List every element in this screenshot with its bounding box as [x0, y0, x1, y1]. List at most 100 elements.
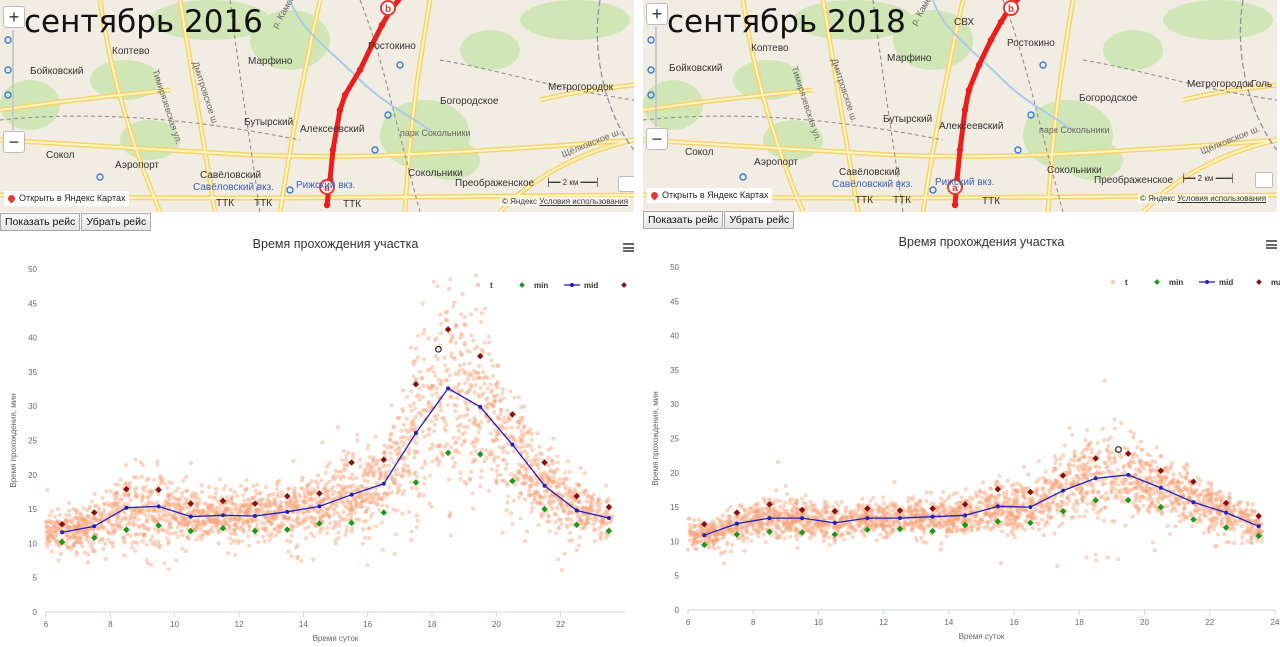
scatter-point [1070, 491, 1075, 496]
scatter-point [1133, 498, 1139, 504]
scatter-point [238, 483, 243, 488]
zoom-slider-track[interactable] [12, 30, 14, 130]
scatter-point [463, 370, 468, 375]
show-route-button[interactable]: Показать рейс [643, 211, 724, 229]
scatter-point [604, 535, 609, 540]
scatter-point [54, 519, 60, 525]
scatter-point [123, 515, 129, 520]
scatter-point [466, 388, 472, 393]
scatter-point [255, 522, 260, 527]
scatter-point [1245, 529, 1250, 534]
scatter-point [571, 490, 576, 495]
hamburger-menu-icon[interactable] [623, 243, 634, 252]
scatter-point [356, 487, 361, 493]
scatter-point [45, 487, 50, 492]
terms-of-use-link[interactable]: Условия использования [1177, 194, 1267, 203]
scatter-point [594, 515, 599, 520]
scatter-point [393, 448, 398, 453]
scatter-point [1162, 494, 1167, 499]
scatter-point [334, 495, 339, 500]
scatter-point [469, 469, 474, 474]
scatter-point [365, 496, 370, 502]
map-place-label: Преображенское [455, 178, 535, 189]
chart-legend[interactable]: tminmidmax [475, 281, 636, 290]
map-scale-label: 2 км [1197, 174, 1214, 183]
scatter-point [140, 507, 145, 512]
scatter-point [93, 504, 98, 509]
scatter-point [308, 496, 313, 502]
mid-point [92, 524, 97, 529]
scatter-point [859, 512, 864, 517]
legend-label-min[interactable]: min [534, 281, 548, 290]
ruler-icon[interactable] [1255, 172, 1273, 188]
scatter-point [226, 551, 231, 556]
scatter-point [226, 506, 231, 511]
scatter-point [516, 419, 521, 424]
legend-label-t[interactable]: t [490, 281, 493, 290]
scatter-point [391, 440, 396, 445]
scatter-point [155, 462, 160, 467]
scatter-point [152, 508, 157, 513]
scatter-point [521, 481, 527, 486]
zoom-out-button[interactable]: − [646, 128, 668, 150]
scatter-point [521, 434, 526, 439]
legend-label-mid[interactable]: mid [584, 281, 598, 290]
scatter-point [57, 528, 62, 533]
scatter-point [165, 512, 170, 517]
scatter-point [330, 485, 336, 490]
scatter-point [951, 524, 956, 529]
zoom-out-button[interactable]: − [3, 131, 25, 153]
scatter-point [277, 504, 282, 509]
zoom-in-button[interactable]: + [646, 3, 668, 25]
scatter-point [947, 528, 952, 533]
scatter-point [313, 496, 318, 501]
open-in-yandex-maps-link[interactable]: Открыть в Яндекс Картах [4, 191, 130, 206]
scatter-point [194, 494, 199, 499]
scatter-point [520, 464, 525, 469]
scatter-point [584, 518, 589, 523]
scatter-point [48, 526, 53, 532]
scatter-point [694, 533, 699, 538]
scatter-point [1079, 484, 1084, 489]
scatter-point [79, 517, 84, 522]
y-tick-label: 30 [670, 400, 679, 409]
terms-of-use-link[interactable]: Условия использования [539, 197, 629, 206]
scatter-point [335, 425, 340, 430]
hide-route-button[interactable]: Убрать рейс [81, 213, 152, 231]
scatter-point [1005, 511, 1011, 516]
scatter-point [1209, 483, 1214, 488]
scatter-point [501, 419, 506, 424]
scatter-point [246, 504, 251, 509]
scatter-point [47, 519, 52, 524]
scatter-point [44, 519, 49, 524]
zoom-slider-track[interactable] [655, 27, 657, 127]
scatter-point [167, 502, 172, 507]
open-in-yandex-maps-link[interactable]: Открыть в Яндекс Картах [647, 188, 773, 203]
scatter-point [142, 532, 147, 537]
scatter-point [462, 438, 467, 443]
copyright-text: © Яндекс [1140, 194, 1176, 203]
scatter-point [184, 522, 189, 527]
scatter-point [545, 477, 551, 482]
mid-point [317, 504, 322, 509]
scatter-point [922, 511, 927, 516]
scatter-point [1106, 451, 1112, 456]
scatter-point [169, 514, 174, 519]
scatter-point [406, 473, 412, 478]
zoom-in-button[interactable]: + [3, 6, 25, 28]
scatter-point [476, 437, 481, 442]
scatter-point [113, 500, 118, 505]
show-route-button[interactable]: Показать рейс [0, 213, 81, 231]
scatter-point [335, 483, 340, 488]
scatter-point [226, 508, 231, 513]
scatter-point [425, 384, 430, 389]
scatter-point [1110, 519, 1115, 524]
ruler-icon[interactable] [618, 176, 634, 192]
scatter-point [806, 514, 811, 519]
scatter-point [424, 409, 430, 414]
hide-route-button[interactable]: Убрать рейс [724, 211, 795, 229]
scatter-point [246, 543, 251, 548]
scatter-point [874, 524, 879, 529]
